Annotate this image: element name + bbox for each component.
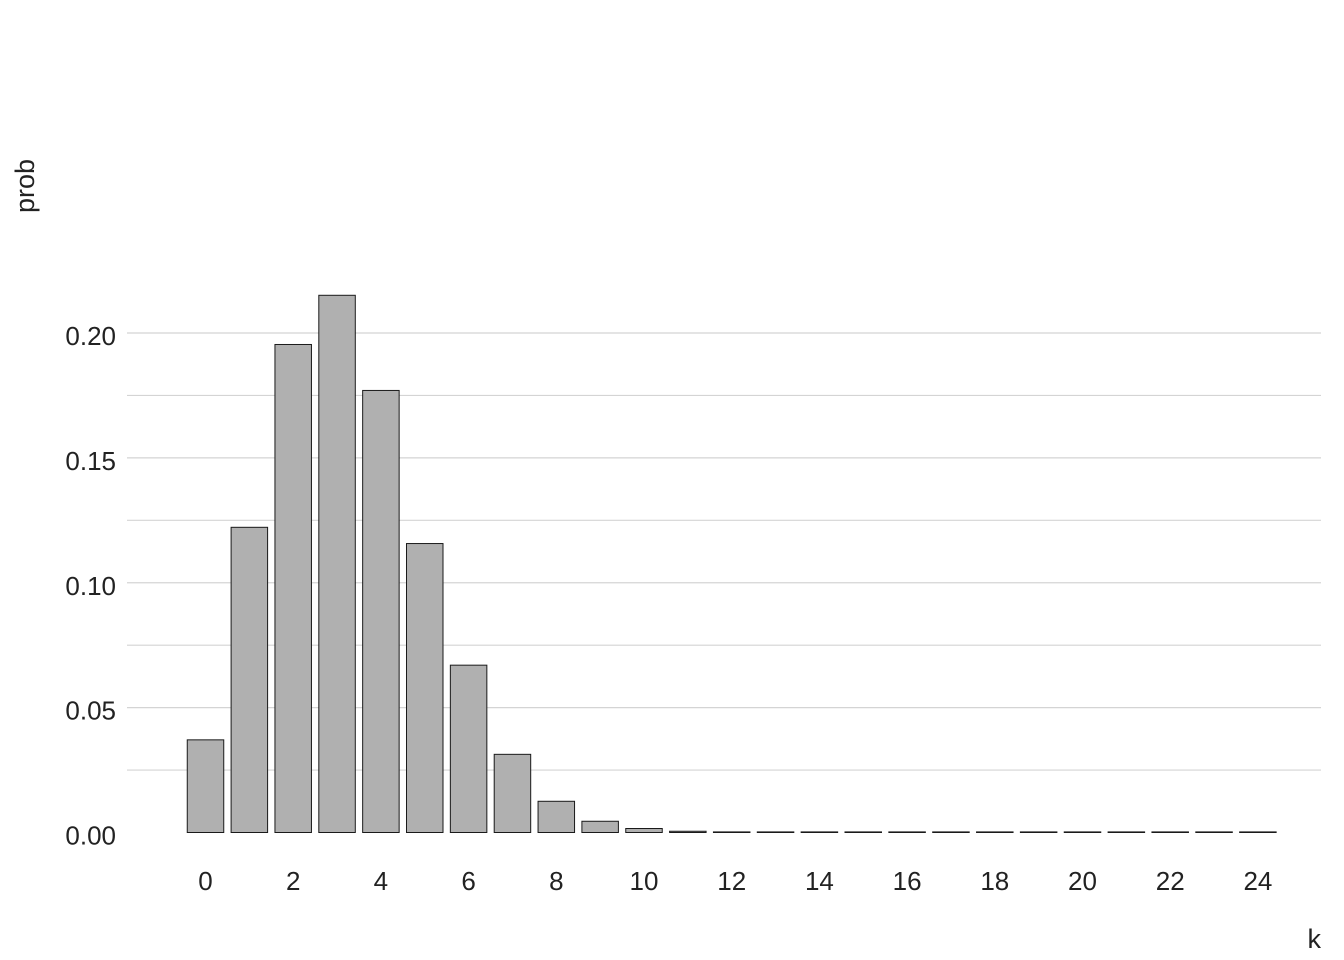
- bar-k-1: [230, 526, 269, 833]
- x-tick-label: 14: [805, 866, 834, 896]
- y-axis-title: prob: [10, 159, 40, 213]
- x-tick-label: 2: [286, 866, 300, 896]
- bar-k-4: [362, 389, 400, 833]
- x-tick-label: 16: [893, 866, 922, 896]
- x-tick-label: 6: [461, 866, 475, 896]
- x-tick-label: 20: [1068, 866, 1097, 896]
- y-tick-label: 0.00: [65, 821, 116, 851]
- bars: [186, 294, 1277, 834]
- bar-k-13: [756, 831, 795, 834]
- bar-k-8: [537, 800, 576, 833]
- x-tick-label: 10: [630, 866, 659, 896]
- bar-k-3: [318, 294, 356, 834]
- bar-k-15: [844, 831, 882, 834]
- bar-k-20: [1063, 831, 1102, 834]
- x-axis-title: k: [1308, 924, 1322, 954]
- bar-k-16: [888, 831, 926, 834]
- bar-k-9: [581, 820, 619, 833]
- x-tick-label: 12: [717, 866, 746, 896]
- bar-k-11: [669, 830, 707, 833]
- bar-k-14: [800, 831, 839, 834]
- y-tick-label: 0.05: [65, 696, 116, 726]
- bar-k-5: [406, 543, 444, 833]
- x-tick-label: 0: [198, 866, 212, 896]
- bar-k-19: [1019, 831, 1058, 834]
- bar-k-23: [1195, 831, 1233, 834]
- bar-k-21: [1107, 831, 1146, 834]
- bar-k-22: [1151, 831, 1189, 834]
- x-axis-ticks: 0 2 4 6 8 10 12 14 16 18 20 22 24: [198, 866, 1272, 896]
- bar-k-12: [712, 831, 751, 834]
- bar-k-17: [932, 831, 970, 834]
- bar-k-6: [449, 664, 488, 833]
- y-tick-label: 0.10: [65, 571, 116, 601]
- bar-k-2: [274, 343, 312, 833]
- bar-k-24: [1239, 831, 1277, 834]
- bar-k-18: [976, 831, 1014, 834]
- y-tick-label: 0.15: [65, 446, 116, 476]
- x-tick-label: 4: [374, 866, 388, 896]
- x-tick-label: 18: [980, 866, 1009, 896]
- bar-k-0: [186, 739, 225, 834]
- x-tick-label: 8: [549, 866, 563, 896]
- x-tick-label: 24: [1243, 866, 1272, 896]
- y-tick-label: 0.20: [65, 321, 116, 351]
- bar-k-7: [493, 753, 532, 833]
- bar-k-10: [625, 828, 663, 834]
- x-tick-label: 22: [1156, 866, 1185, 896]
- y-axis-ticks: 0.00 0.05 0.10 0.15 0.20: [65, 321, 116, 851]
